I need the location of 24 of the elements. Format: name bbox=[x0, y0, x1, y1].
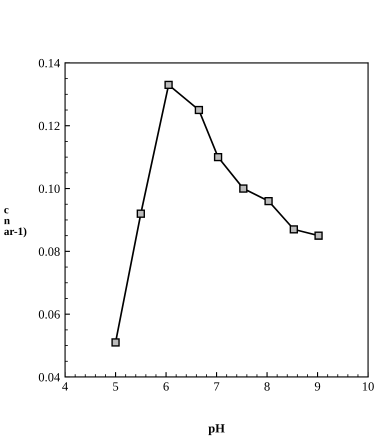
y-axis-title: c n ar-1) bbox=[4, 208, 26, 238]
x-axis-title: pH bbox=[208, 424, 225, 436]
x-tick-label: 10 bbox=[362, 382, 374, 391]
y-tick-label: 0.08 bbox=[38, 247, 60, 256]
y-tick-label: 0.14 bbox=[38, 58, 60, 68]
x-tick-label: 4 bbox=[62, 382, 68, 391]
y-tick-label: 0.12 bbox=[38, 122, 60, 130]
x-tick-label: 6 bbox=[163, 382, 169, 391]
point bbox=[194, 106, 204, 114]
point bbox=[164, 80, 173, 90]
point bbox=[290, 225, 298, 234]
point bbox=[314, 231, 323, 240]
x-tick-label: 9 bbox=[314, 382, 320, 391]
x-tick-label: 5 bbox=[113, 382, 118, 391]
point bbox=[239, 184, 248, 193]
point bbox=[264, 196, 273, 206]
y-tick-label: 0.06 bbox=[38, 310, 60, 319]
x-tick-label: 8 bbox=[264, 382, 270, 391]
y-tick-label: 0.04 bbox=[38, 373, 60, 382]
x-tick-label: 7 bbox=[214, 382, 220, 391]
y-tick-label: 0.10 bbox=[38, 184, 60, 194]
point bbox=[214, 152, 222, 162]
point bbox=[136, 210, 145, 218]
point bbox=[111, 338, 120, 347]
